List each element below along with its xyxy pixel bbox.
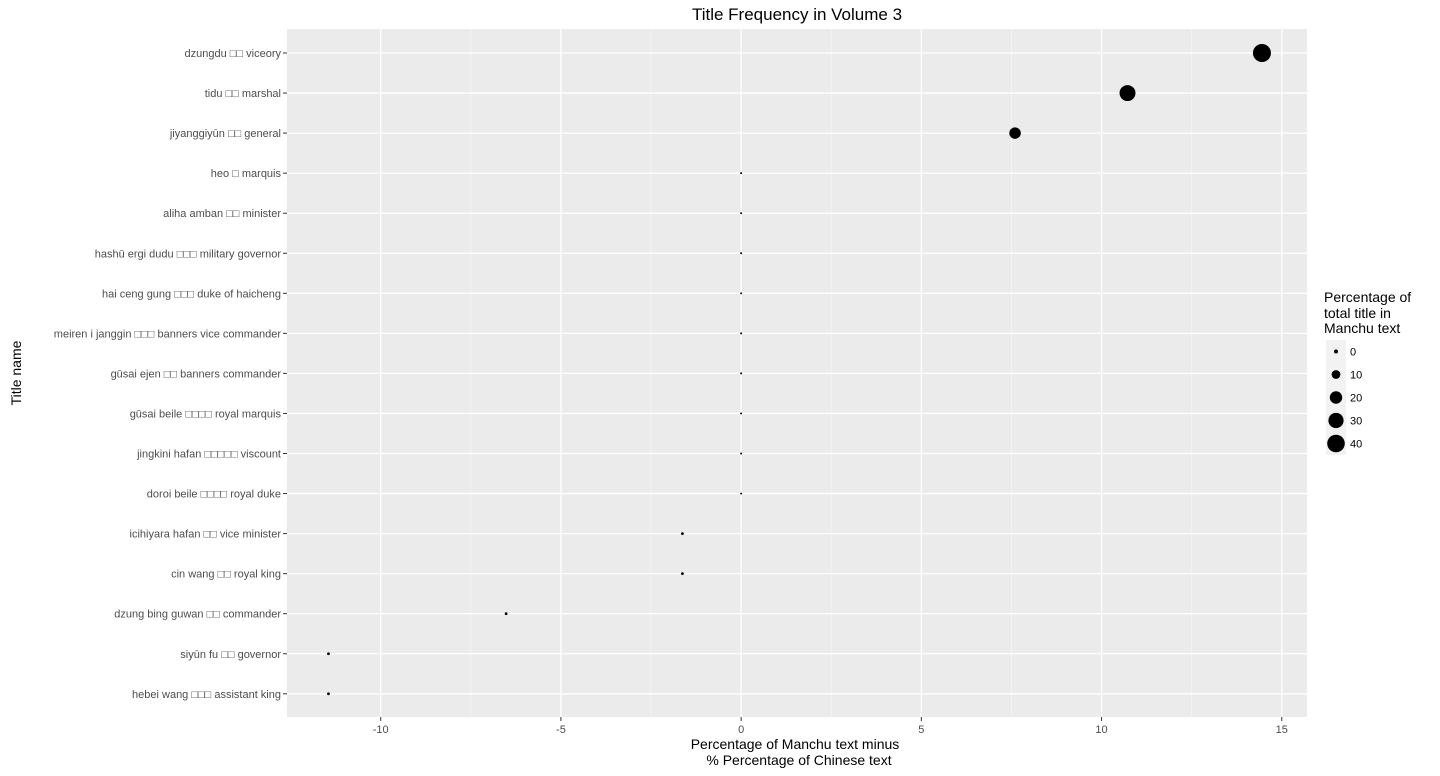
y-tick-label: hashū ergi dudu □□□ military governor (95, 248, 282, 260)
y-tick-label: hebei wang □□□ assistant king (132, 689, 281, 701)
x-tick-label: 10 (1095, 724, 1107, 736)
data-point (740, 452, 743, 455)
data-point (327, 692, 330, 696)
y-tick-label: hai ceng gung □□□ duke of haicheng (102, 288, 281, 300)
y-tick-label: dzung bing guwan □□ commander (114, 609, 281, 621)
legend-key-dot (1328, 412, 1344, 429)
size-legend: Percentage of total title in Manchu text… (1324, 289, 1411, 455)
y-tick-label: doroi beile □□□□ royal duke (147, 489, 281, 501)
x-tick-label: 5 (918, 724, 924, 736)
legend-key-label: 10 (1350, 370, 1362, 382)
legend-key-label: 20 (1350, 393, 1362, 405)
y-tick-label: heo □ marquis (211, 168, 282, 180)
data-point (680, 532, 684, 535)
data-points (327, 44, 1271, 696)
data-point (740, 212, 743, 215)
legend-key-label: 0 (1350, 347, 1356, 359)
y-tick-label: meiren i janggin □□□ banners vice comman… (54, 328, 282, 340)
legend-key-dot (1329, 391, 1343, 404)
y-axis-title: Title name (8, 340, 24, 405)
data-point (740, 492, 743, 495)
major-gridlines (287, 29, 1307, 717)
x-axis: -10 -5 0 5 10 15 (373, 717, 1288, 736)
chart-title: Title Frequency in Volume 3 (692, 5, 902, 24)
x-tick-label: -10 (373, 724, 389, 736)
data-point (740, 372, 743, 375)
y-tick-label: jingkini hafan □□□□□ viscount (136, 449, 281, 461)
data-point (680, 572, 684, 576)
y-axis: dzungdu □□ viceory tidu □□ marshal jiyangg… (54, 48, 287, 701)
x-tick-label: 0 (738, 724, 744, 736)
y-tick-label: cin wang □□ royal king (171, 569, 281, 581)
legend-title-line3: Manchu text (1324, 320, 1400, 336)
y-tick-label: jiyanggiyūn □□ general (169, 128, 281, 140)
data-point (1252, 44, 1271, 62)
x-tick-label: -5 (556, 724, 566, 736)
y-tick-label: icihiyara hafan □□ vice minister (130, 529, 282, 541)
legend-title-line1: Percentage of (1324, 289, 1411, 305)
data-point (504, 612, 508, 616)
legend-title-line2: total title in (1324, 305, 1391, 321)
data-point (1119, 85, 1136, 102)
data-point (1009, 127, 1021, 139)
data-point (740, 292, 743, 295)
data-point (740, 252, 743, 255)
y-tick-label: tidu □□ marshal (205, 88, 281, 100)
data-point (740, 332, 743, 335)
legend-key-label: 40 (1350, 439, 1362, 451)
x-tick-label: 15 (1276, 724, 1288, 736)
data-point (740, 412, 743, 415)
data-point (740, 172, 743, 175)
legend-key-dot (1331, 370, 1341, 379)
y-tick-label: dzungdu □□ viceory (185, 48, 282, 60)
data-point (327, 652, 330, 656)
legend-key-dot (1334, 349, 1338, 354)
y-tick-label: aliha amban □□ minister (163, 208, 281, 220)
legend-keys: 0 10 20 30 40 (1326, 340, 1362, 455)
y-tick-label: siyūn fu □□ governor (180, 649, 281, 661)
legend-key-label: 30 (1350, 416, 1362, 428)
x-axis-title-line2: % Percentage of Chinese text (706, 752, 891, 768)
y-tick-label: gūsai ejen □□ banners commander (111, 368, 282, 380)
x-axis-title-line1: Percentage of Manchu text minus (691, 736, 900, 752)
legend-key-dot (1327, 434, 1345, 453)
y-tick-label: gūsai beile □□□□ royal marquis (130, 408, 282, 420)
